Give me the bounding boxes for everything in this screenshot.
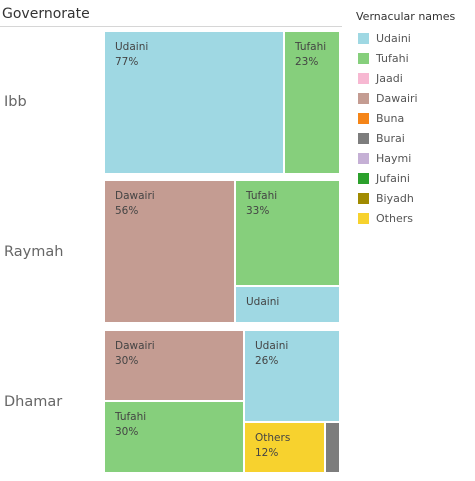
legend-swatch: [358, 132, 369, 144]
treemap-cell-raymah-udaini[interactable]: [236, 287, 339, 322]
legend-item-biyadh[interactable]: Biyadh: [356, 188, 455, 208]
legend-item-jufaini[interactable]: Jufaini: [356, 168, 455, 188]
legend-label: Biyadh: [376, 191, 414, 205]
legend-item-haymi[interactable]: Haymi: [356, 148, 455, 168]
legend-item-jaadi[interactable]: Jaadi: [356, 68, 455, 88]
cell-value-raymah-tufahi: 33%: [246, 205, 269, 217]
legend-label: Dawairi: [376, 91, 418, 105]
legend-swatch: [358, 92, 369, 104]
cell-value-raymah-dawairi: 56%: [115, 205, 138, 217]
legend-label: Tufahi: [376, 51, 409, 65]
governorate-label-ibb: Ibb: [4, 94, 27, 110]
treemap-cell-dhamar-udaini[interactable]: [245, 331, 339, 421]
cell-value-dhamar-dawairi: 30%: [115, 355, 138, 367]
legend-swatch: [358, 192, 369, 204]
governorate-header: Governorate: [2, 6, 90, 22]
cell-value-dhamar-tufahi: 30%: [115, 426, 138, 438]
legend-label: Udaini: [376, 31, 411, 45]
treemap-cell-dhamar-others[interactable]: [245, 423, 324, 472]
legend-label: Jaadi: [376, 71, 403, 85]
legend-item-buna[interactable]: Buna: [356, 108, 455, 128]
legend-swatch: [358, 72, 369, 84]
legend-swatch: [358, 32, 369, 44]
cell-value-ibb-tufahi: 23%: [295, 56, 318, 68]
cell-value-dhamar-udaini: 26%: [255, 355, 278, 367]
treemap-cell-ibb-udaini[interactable]: [105, 32, 283, 173]
treemap-cell-raymah-dawairi[interactable]: [105, 181, 234, 322]
treemap-cell-dhamar-dawairi[interactable]: [105, 331, 243, 400]
legend: Vernacular names Udaini Tufahi Jaadi Dawair…: [356, 10, 455, 228]
legend-swatch: [358, 152, 369, 164]
cell-label-raymah-tufahi: Tufahi: [245, 190, 277, 202]
legend-item-tufahi[interactable]: Tufahi: [356, 48, 455, 68]
legend-label: Burai: [376, 131, 405, 145]
legend-swatch: [358, 52, 369, 64]
legend-swatch: [358, 212, 369, 224]
legend-label: Haymi: [376, 151, 412, 165]
legend-item-dawairi[interactable]: Dawairi: [356, 88, 455, 108]
legend-item-others[interactable]: Others: [356, 208, 455, 228]
legend-swatch: [358, 172, 369, 184]
cell-label-ibb-udaini: Udaini: [115, 41, 148, 53]
header-divider: [0, 26, 342, 27]
legend-label: Jufaini: [376, 171, 410, 185]
governorate-label-raymah: Raymah: [4, 244, 64, 260]
legend-items: Udaini Tufahi Jaadi Dawairi Buna Burai Haymi Ju…: [356, 28, 455, 228]
governorate-label-dhamar: Dhamar: [4, 394, 63, 410]
treemap-cell-dhamar-burai[interactable]: [326, 423, 339, 472]
treemap-cell-raymah-tufahi[interactable]: [236, 181, 339, 285]
cell-value-dhamar-others: 12%: [255, 447, 278, 459]
cell-label-dhamar-tufahi: Tufahi: [114, 411, 146, 423]
cell-label-raymah-udaini: Udaini: [246, 296, 279, 308]
legend-item-burai[interactable]: Burai: [356, 128, 455, 148]
legend-title: Vernacular names: [356, 10, 456, 23]
legend-swatch: [358, 112, 369, 124]
cell-label-dhamar-udaini: Udaini: [255, 340, 288, 352]
cell-value-ibb-udaini: 77%: [115, 56, 138, 68]
cell-label-dhamar-others: Others: [255, 432, 290, 444]
cell-label-dhamar-dawairi: Dawairi: [115, 340, 155, 352]
cell-label-raymah-dawairi: Dawairi: [115, 190, 155, 202]
legend-label: Buna: [376, 111, 405, 125]
treemap-cell-dhamar-tufahi[interactable]: [105, 402, 243, 472]
legend-label: Others: [376, 211, 413, 225]
cell-label-ibb-tufahi: Tufahi: [294, 41, 326, 53]
treemap-cell-ibb-tufahi[interactable]: [285, 32, 339, 173]
legend-item-udaini[interactable]: Udaini: [356, 28, 455, 48]
